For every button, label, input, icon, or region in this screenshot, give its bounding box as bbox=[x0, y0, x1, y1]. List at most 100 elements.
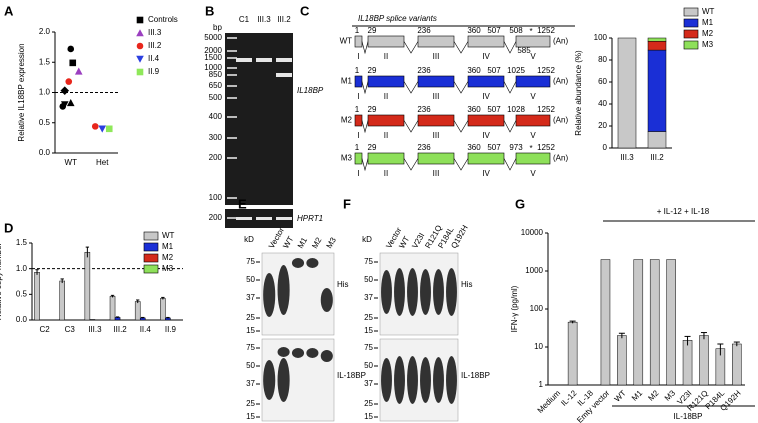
x-tick-label: III.3 bbox=[620, 153, 634, 162]
blot-band bbox=[433, 357, 444, 403]
legend-marker bbox=[136, 55, 144, 63]
bar bbox=[732, 343, 742, 386]
blot-band bbox=[394, 356, 405, 404]
gel-label: HPRT1 bbox=[297, 214, 323, 223]
y-tick-label: 100 bbox=[530, 304, 544, 313]
ladder-band bbox=[227, 97, 237, 99]
position-label: 236 bbox=[417, 66, 431, 75]
exon-numeral: I bbox=[357, 169, 359, 178]
exon bbox=[417, 75, 455, 88]
position-label: 1 bbox=[355, 66, 360, 75]
ladder-label: 1500 bbox=[204, 53, 222, 62]
ladder-band bbox=[227, 157, 237, 159]
position-label: 973 bbox=[509, 143, 523, 152]
exon bbox=[367, 35, 405, 48]
point bbox=[59, 103, 67, 110]
unit-label: kD bbox=[244, 235, 254, 244]
ladder-label: 400 bbox=[209, 112, 223, 121]
poly-a: (An) bbox=[553, 154, 568, 163]
y-tick-label: 2.0 bbox=[39, 27, 51, 36]
ladder-label: 650 bbox=[209, 81, 223, 90]
exon-numeral: II bbox=[384, 52, 388, 61]
x-tick-label: III.2 bbox=[650, 153, 664, 162]
stop-mark: * bbox=[529, 144, 532, 153]
intron bbox=[403, 81, 419, 94]
legend-label: II.4 bbox=[148, 54, 160, 63]
y-axis-label: IFN-γ (pg/ml) bbox=[510, 285, 519, 332]
intron bbox=[503, 41, 517, 54]
y-tick-label: 0.0 bbox=[16, 315, 28, 324]
intron bbox=[361, 81, 369, 95]
ladder-label: 100 bbox=[209, 193, 223, 202]
position-label: 585 bbox=[517, 46, 531, 55]
position-label: 507 bbox=[487, 26, 501, 35]
y-tick-label: 0.5 bbox=[39, 118, 51, 127]
y-tick-label: 1 bbox=[539, 380, 544, 389]
exon bbox=[515, 75, 551, 88]
position-label: 29 bbox=[368, 66, 377, 75]
x-tick-label: Het bbox=[96, 158, 109, 167]
point bbox=[65, 78, 73, 85]
legend-swatch bbox=[683, 18, 699, 28]
bar bbox=[34, 272, 40, 321]
exon-numeral: II bbox=[384, 169, 388, 178]
bar-segment bbox=[647, 37, 667, 42]
legend-label: M3 bbox=[162, 264, 174, 273]
legend-label: II.9 bbox=[148, 67, 160, 76]
intron bbox=[503, 81, 517, 94]
x-tick-label: C3 bbox=[65, 325, 76, 334]
position-label: 507 bbox=[487, 105, 501, 114]
marker-label: 75 bbox=[246, 343, 255, 352]
exon-numeral: III bbox=[433, 131, 440, 140]
legend-swatch bbox=[143, 253, 159, 263]
panel-letter: D bbox=[4, 220, 13, 235]
position-label: 507 bbox=[487, 66, 501, 75]
position-label: 507 bbox=[487, 143, 501, 152]
intron bbox=[453, 41, 469, 54]
intron bbox=[503, 158, 517, 171]
exon bbox=[367, 75, 405, 88]
gel-label: IL18BP bbox=[297, 86, 324, 95]
gel-band bbox=[236, 217, 252, 220]
x-tick-label: WT bbox=[65, 158, 78, 167]
gel-band bbox=[236, 58, 252, 62]
blot-band bbox=[306, 258, 319, 268]
error-bar bbox=[700, 332, 707, 340]
marker-label: 50 bbox=[364, 361, 373, 370]
blot bbox=[379, 338, 459, 422]
intron bbox=[361, 158, 369, 172]
legend-marker bbox=[136, 68, 144, 76]
lane-label: V23I bbox=[410, 231, 426, 250]
marker-label: 75 bbox=[246, 257, 255, 266]
exon-numeral: V bbox=[530, 92, 536, 101]
gel-band bbox=[276, 58, 292, 62]
blot-band bbox=[381, 270, 392, 314]
bar-segment bbox=[647, 49, 667, 132]
y-tick-label: 80 bbox=[598, 55, 607, 64]
marker-label: 37 bbox=[364, 379, 373, 388]
marker-label: 25 bbox=[246, 399, 255, 408]
lane-label: III.2 bbox=[277, 15, 291, 24]
ladder-band bbox=[227, 137, 237, 139]
y-tick-label: 100 bbox=[594, 33, 608, 42]
bar bbox=[567, 321, 578, 386]
y-tick-label: 10 bbox=[534, 342, 543, 351]
y-tick-label: 60 bbox=[598, 77, 607, 86]
exon bbox=[515, 152, 551, 165]
blot-band bbox=[407, 268, 418, 316]
point bbox=[60, 86, 70, 95]
y-tick-label: 1.5 bbox=[39, 57, 51, 66]
position-label: 1252 bbox=[537, 26, 555, 35]
bar bbox=[160, 298, 166, 321]
legend-swatch bbox=[143, 231, 159, 241]
bar bbox=[617, 335, 627, 386]
ladder-band bbox=[227, 74, 237, 76]
legend-label: WT bbox=[162, 231, 175, 240]
blot-band bbox=[263, 360, 276, 400]
position-label: 360 bbox=[467, 143, 481, 152]
legend-label: WT bbox=[702, 7, 715, 16]
y-tick-label: 1.0 bbox=[39, 88, 51, 97]
gel-band bbox=[256, 58, 272, 62]
point bbox=[105, 125, 113, 133]
error-bar bbox=[733, 341, 740, 347]
